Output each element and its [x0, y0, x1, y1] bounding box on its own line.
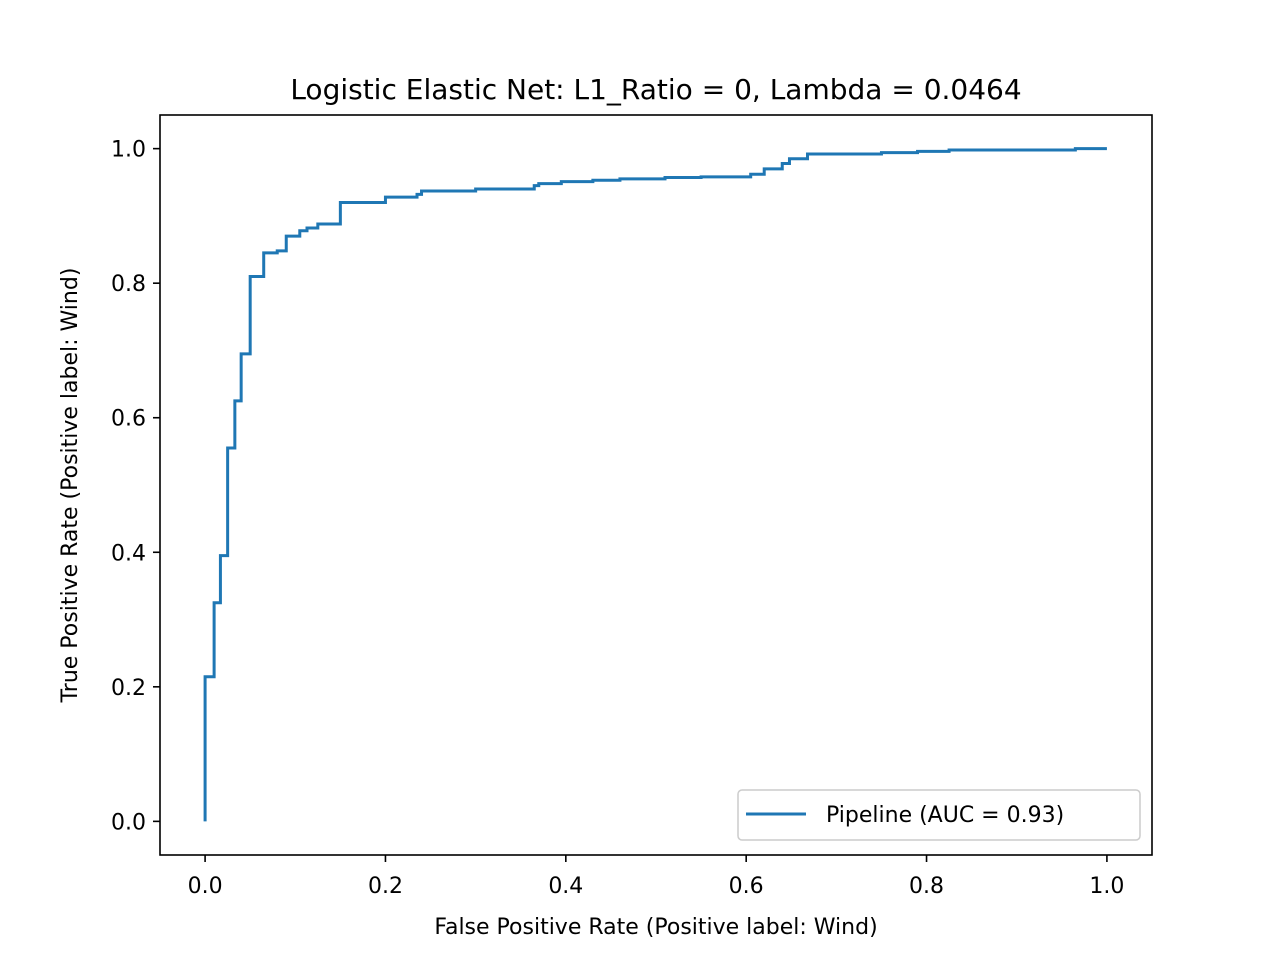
y-tick-label: 1.0: [111, 138, 146, 163]
x-tick-label: 0.0: [188, 874, 223, 899]
x-tick-label: 1.0: [1089, 874, 1124, 899]
y-axis-label: True Positive Rate (Positive label: Wind…: [58, 268, 83, 704]
legend-label: Pipeline (AUC = 0.93): [826, 803, 1064, 828]
y-tick-label: 0.2: [111, 676, 146, 701]
x-tick-label: 0.2: [368, 874, 403, 899]
x-tick-label: 0.4: [548, 874, 583, 899]
legend-box: [737, 789, 1141, 841]
y-tick-label: 0.6: [111, 407, 146, 432]
y-tick-label: 0.4: [111, 541, 146, 566]
y-tick-label: 0.0: [111, 810, 146, 835]
x-axis-label: False Positive Rate (Positive label: Win…: [434, 915, 877, 940]
x-tick-label: 0.8: [909, 874, 944, 899]
x-tick-label: 0.6: [729, 874, 764, 899]
legend: Pipeline (AUC = 0.93): [737, 789, 1141, 841]
axis-ticks: 0.0 0.2 0.4 0.6 0.8 1.0 0.0 0.2 0.4 0.6 0.8 1.0: [111, 138, 1124, 899]
axes-frame: [159, 114, 1153, 856]
roc-curve-line: [203, 147, 1107, 822]
y-tick-label: 0.8: [111, 272, 146, 297]
chart-title: Logistic Elastic Net: L1_Ratio = 0, Lamb…: [290, 73, 1021, 106]
plot-area: [203, 147, 1107, 822]
